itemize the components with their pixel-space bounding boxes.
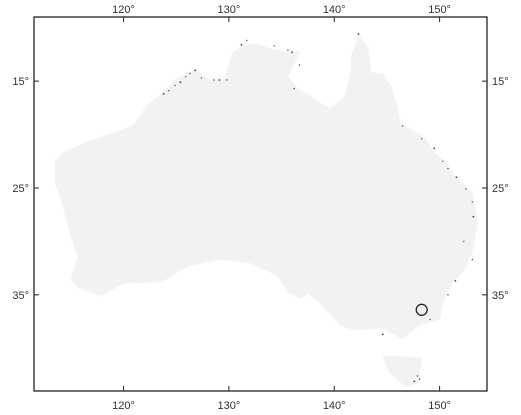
coast-mark [357, 33, 360, 35]
coast-mark [174, 84, 176, 87]
coast-mark [218, 79, 221, 81]
coast-mark [287, 49, 289, 51]
coast-mark [471, 258, 473, 261]
coast-mark [298, 64, 301, 66]
coast-mark [413, 380, 416, 383]
coast-mark [226, 79, 228, 81]
bottom-tick-label: 130° [218, 400, 241, 412]
coast-mark [465, 188, 467, 190]
coast-mark [442, 160, 444, 162]
australia-landmass [54, 34, 479, 340]
marker-layer [415, 303, 428, 316]
top-tick-label: 130° [218, 4, 241, 16]
coast-mark [416, 375, 419, 377]
coast-mark [213, 79, 215, 81]
map-frame [33, 16, 488, 392]
coast-mark [471, 201, 473, 203]
left-tick-label: 15° [12, 76, 29, 88]
left-tick-label: 25° [12, 183, 29, 195]
bottom-tick-label: 140° [323, 400, 346, 412]
coast-mark [246, 39, 248, 42]
coast-mark [168, 90, 170, 92]
coast-mark [189, 72, 191, 75]
top-tick-label: 140° [323, 4, 346, 16]
tasmania-landmass [381, 355, 423, 388]
coast-mark [421, 138, 423, 140]
bottom-tick-label: 150° [428, 400, 451, 412]
coast-mark [447, 294, 449, 296]
map-area [54, 34, 479, 388]
bottom-tick-label: 120° [112, 400, 135, 412]
coast-mark [240, 43, 243, 46]
coast-mark [433, 147, 436, 150]
top-tick-label: 150° [428, 4, 451, 16]
coast-mark [194, 69, 197, 72]
coast-mark [179, 81, 182, 84]
coast-mark [463, 240, 465, 243]
coast-mark [455, 176, 458, 179]
location-marker [415, 303, 428, 316]
coast-mark [454, 280, 457, 282]
top-tick-label: 120° [112, 4, 135, 16]
coast-mark [200, 77, 203, 79]
coast-mark [162, 93, 165, 95]
coast-mark [381, 333, 384, 336]
coast-mark [273, 45, 275, 47]
coast-mark [402, 125, 404, 127]
axis-ticks: 120° 130° 140° 150° 120° 130° 140° 150° 15° 25° 35… [12, 4, 508, 412]
coast-mark [293, 87, 295, 90]
coast-mark [185, 76, 187, 78]
coast-mark [447, 168, 449, 170]
right-tick-label: 15° [492, 76, 509, 88]
coast-mark [429, 318, 431, 321]
coastline-marks [162, 33, 475, 383]
coast-mark [291, 51, 293, 54]
right-tick-label: 35° [492, 290, 509, 302]
right-tick-label: 25° [492, 183, 509, 195]
left-tick-label: 35° [12, 290, 29, 302]
coast-mark [472, 215, 475, 218]
coast-mark [418, 378, 421, 380]
